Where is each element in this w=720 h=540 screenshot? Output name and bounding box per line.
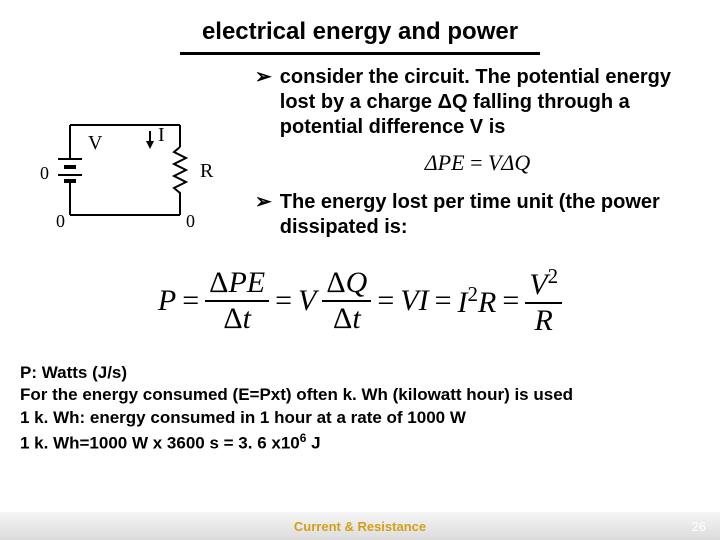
bullet-2-text: The energy lost per time unit (the power… [280,190,700,240]
label-v: V [88,132,103,154]
notes-block: P: Watts (J/s) For the energy consumed (… [0,362,720,456]
eq-P: P [158,284,176,318]
eq1-lhs: ΔPE [425,150,465,175]
content-row: V I R 0 0 0 ➢ consider the circuit. The … [0,65,720,248]
bullet-1-text: consider the circuit. The potential ener… [280,65,700,140]
equation-pe: ΔPE = VΔQ [255,150,700,176]
note-line-3: 1 k. Wh: energy consumed in 1 hour at a … [20,407,700,430]
label-i: I [158,124,165,146]
label-r: R [200,160,214,182]
page-number: 26 [692,519,706,534]
label-zero-tl: 0 [40,163,49,183]
frac-dpe-dt: ΔPE Δt [205,268,269,334]
bullet-2: ➢ The energy lost per time unit (the pow… [255,190,700,240]
note-line-4: 1 k. Wh=1000 W x 3600 s = 3. 6 x106 J [20,430,700,456]
bullet-1: ➢ consider the circuit. The potential en… [255,65,700,140]
footer-label: Current & Resistance [294,519,426,534]
frac-dq-dt: ΔQ Δt [322,268,371,334]
circuit-column: V I R 0 0 0 [30,65,250,248]
label-zero-bl: 0 [56,211,65,231]
note-line-2: For the energy consumed (E=Pxt) often k.… [20,384,700,407]
frac-v2-r: V2 R [525,266,562,336]
eq1-rhs: VΔQ [488,150,530,175]
circuit-diagram: V I R 0 0 0 [30,105,230,235]
slide-footer: Current & Resistance 26 [0,512,720,540]
title-underline [180,52,540,55]
slide-title: electrical energy and power [0,0,720,52]
bullets-column: ➢ consider the circuit. The potential en… [250,65,700,248]
label-zero-br: 0 [186,211,195,231]
eq-VI: VI [400,284,428,318]
power-equation: P = ΔPE Δt = V ΔQ Δt = VI = I2R = V2 R [0,266,720,336]
eq-I2R: I2R [458,282,497,320]
eq-V: V [298,284,316,318]
bullet-arrow-icon: ➢ [255,190,272,240]
note-line-1: P: Watts (J/s) [20,362,700,385]
bullet-arrow-icon: ➢ [255,65,272,140]
